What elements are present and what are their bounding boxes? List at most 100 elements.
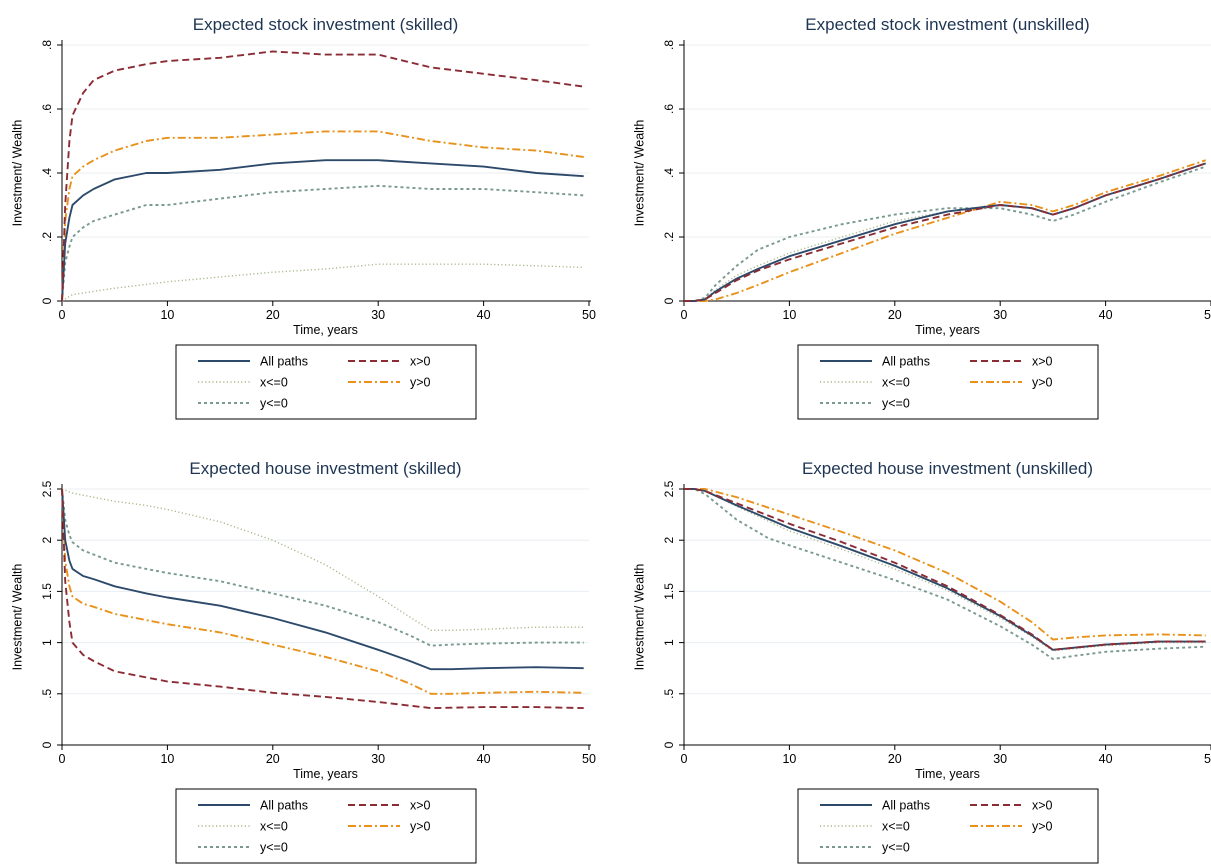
x-tick-label: 10 xyxy=(160,752,174,766)
y-axis-label: Investment/ Wealth xyxy=(632,564,646,671)
y-tick-label: .6 xyxy=(40,104,54,114)
series-line-all-paths xyxy=(684,488,1206,651)
legend: All paths x>0 x<=0 y>0 y<=0 xyxy=(175,788,477,864)
legend-label: x<=0 xyxy=(260,376,288,390)
y-tick-label: .6 xyxy=(662,104,676,114)
x-tick-label: 40 xyxy=(477,752,491,766)
series-line-y-0 xyxy=(61,488,584,695)
x-axis-label: Time, years xyxy=(293,767,358,781)
legend-label: y<=0 xyxy=(882,841,910,855)
y-tick-label: .5 xyxy=(662,688,676,698)
legend: All paths x>0 x<=0 y>0 y<=0 xyxy=(797,788,1099,864)
legend-label: x>0 xyxy=(410,799,431,813)
y-tick-label: 2 xyxy=(662,537,676,544)
y-tick-label: 2.5 xyxy=(40,480,54,497)
legend-label: x>0 xyxy=(1032,799,1053,813)
legend-label: x>0 xyxy=(1032,355,1053,369)
y-tick-label: 0 xyxy=(40,741,54,748)
y-axis-label: Investment/ Wealth xyxy=(632,120,646,227)
legend: All paths x>0 x<=0 y>0 y<=0 xyxy=(175,344,477,420)
x-tick-label: 10 xyxy=(782,752,796,766)
series-line-x-0 xyxy=(684,162,1206,302)
x-axis-label: Time, years xyxy=(293,323,358,337)
series-line-all-paths xyxy=(61,488,584,671)
legend-label: y>0 xyxy=(1032,376,1053,390)
x-tick-label: 50 xyxy=(1204,308,1211,322)
x-tick-label: 30 xyxy=(371,752,385,766)
series-line-x-0 xyxy=(61,50,584,302)
legend-label: All paths xyxy=(882,799,930,813)
series-line-y-0 xyxy=(61,488,584,647)
series-line-x-0 xyxy=(61,488,584,632)
chart-panel-stock-unskilled: Expected stock investment (unskilled) 0 .2… xyxy=(632,15,1211,420)
series-line-y-0 xyxy=(61,184,584,302)
series-line-all-paths xyxy=(61,159,584,302)
legend-label: All paths xyxy=(882,355,930,369)
legend-label: y>0 xyxy=(410,820,431,834)
x-tick-label: 20 xyxy=(888,752,902,766)
y-tick-label: 0 xyxy=(662,297,676,304)
y-tick-label: .2 xyxy=(40,232,54,242)
legend-label: x>0 xyxy=(410,355,431,369)
series-line-y-0 xyxy=(684,165,1207,302)
series-line-x-0 xyxy=(61,263,584,302)
x-tick-label: 10 xyxy=(782,308,796,322)
legend-label: y<=0 xyxy=(260,397,288,411)
y-tick-label: 0 xyxy=(662,741,676,748)
y-tick-label: .4 xyxy=(662,168,676,178)
series-line-y-0 xyxy=(684,159,1207,302)
x-tick-label: 0 xyxy=(681,752,688,766)
chart-panel-house-unskilled: Expected house investment (unskilled) 0 .5… xyxy=(632,459,1211,864)
legend-box xyxy=(797,788,1099,864)
chart-panel-house-skilled: Expected house investment (skilled) 0 .5 1 1… xyxy=(10,459,596,864)
legend-label: y>0 xyxy=(1032,820,1053,834)
y-tick-label: .8 xyxy=(40,40,54,50)
x-tick-label: 0 xyxy=(59,752,66,766)
y-tick-label: .4 xyxy=(40,168,54,178)
x-tick-label: 30 xyxy=(371,308,385,322)
legend-label: x<=0 xyxy=(260,820,288,834)
legend-label: x<=0 xyxy=(882,376,910,390)
x-tick-label: 20 xyxy=(266,752,280,766)
x-tick-label: 20 xyxy=(888,308,902,322)
x-axis-label: Time, years xyxy=(915,767,980,781)
y-tick-label: 0 xyxy=(40,297,54,304)
x-tick-label: 30 xyxy=(993,752,1007,766)
legend-label: y<=0 xyxy=(882,397,910,411)
legend-label: y>0 xyxy=(410,376,431,390)
x-tick-label: 40 xyxy=(1099,752,1113,766)
y-tick-label: 1 xyxy=(662,639,676,646)
y-axis-label: Investment/ Wealth xyxy=(10,564,24,671)
x-tick-label: 30 xyxy=(993,308,1007,322)
series-line-x-0 xyxy=(684,162,1207,302)
x-tick-label: 0 xyxy=(59,308,66,322)
legend-label: All paths xyxy=(260,799,308,813)
series-line-y-0 xyxy=(684,488,1206,660)
y-axis-label: Investment/ Wealth xyxy=(10,120,24,227)
series-line-x-0 xyxy=(684,488,1206,651)
x-tick-label: 50 xyxy=(582,752,596,766)
chart-title: Expected house investment (skilled) xyxy=(189,459,461,478)
series-line-y-0 xyxy=(684,488,1206,641)
y-tick-label: 1.5 xyxy=(40,583,54,600)
x-tick-label: 40 xyxy=(477,308,491,322)
legend-box xyxy=(797,344,1099,420)
legend: All paths x>0 x<=0 y>0 y<=0 xyxy=(797,344,1099,420)
chart-title: Expected house investment (unskilled) xyxy=(802,459,1093,478)
legend-label: x<=0 xyxy=(882,820,910,834)
legend-box xyxy=(175,344,477,420)
legend-label: y<=0 xyxy=(260,841,288,855)
x-tick-label: 50 xyxy=(582,308,596,322)
chart-title: Expected stock investment (unskilled) xyxy=(805,15,1089,34)
series-line-y-0 xyxy=(61,130,584,302)
series-line-all-paths xyxy=(684,162,1207,302)
chart-panel-stock-skilled: Expected stock investment (skilled) 0 .2 .4… xyxy=(10,15,596,420)
x-tick-label: 10 xyxy=(160,308,174,322)
y-tick-label: 1.5 xyxy=(662,583,676,600)
y-tick-label: 2.5 xyxy=(662,480,676,497)
x-tick-label: 0 xyxy=(681,308,688,322)
y-tick-label: .5 xyxy=(40,688,54,698)
y-tick-label: .2 xyxy=(662,232,676,242)
x-tick-label: 40 xyxy=(1099,308,1113,322)
